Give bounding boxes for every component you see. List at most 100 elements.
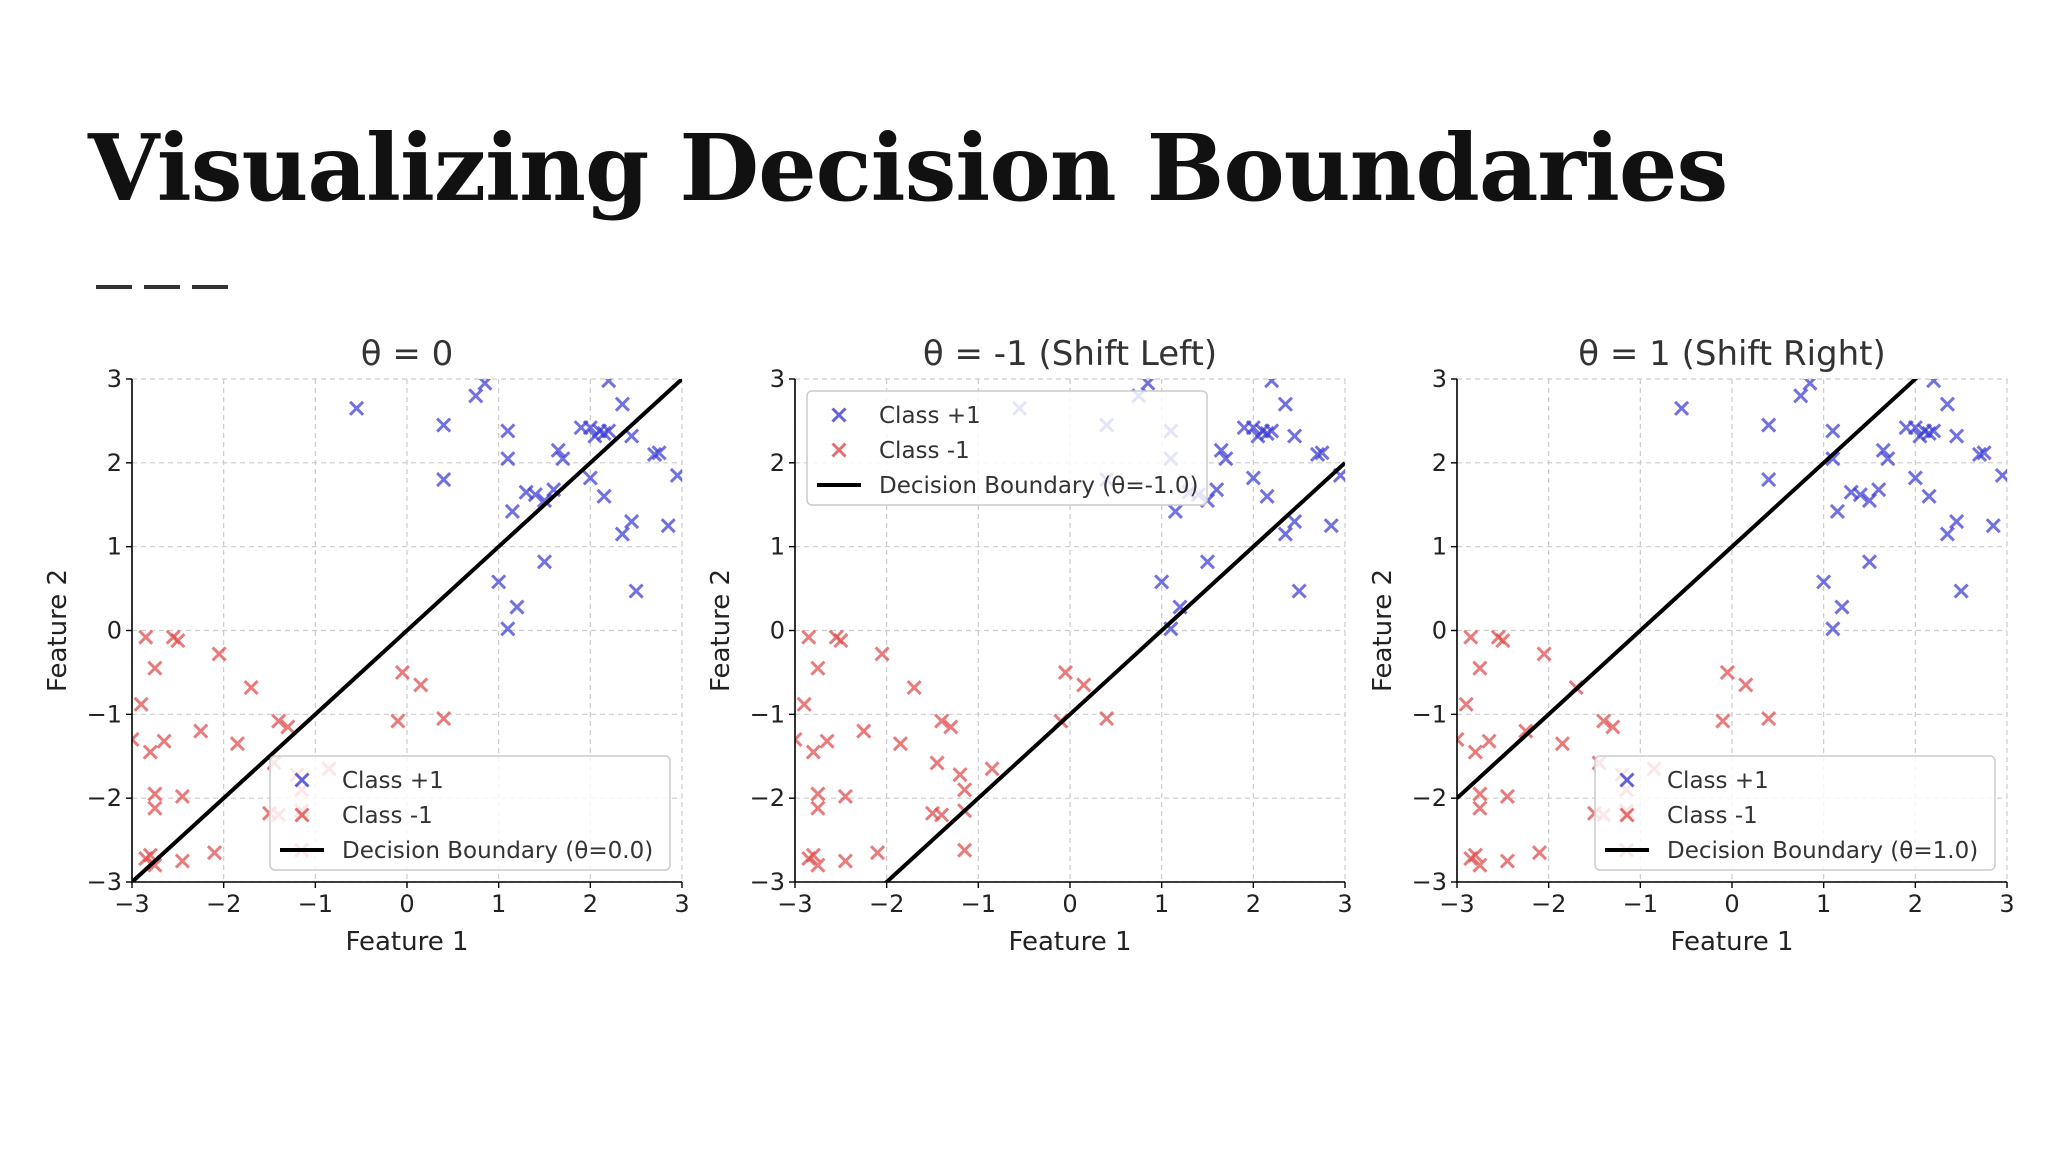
- point-class-neg: [1457, 731, 1465, 748]
- marker-stroke: [1825, 451, 1841, 467]
- marker-stroke: [390, 713, 406, 729]
- marker-stroke: [1939, 396, 1955, 412]
- marker-stroke: [147, 660, 163, 676]
- y-tick-label: 0: [107, 617, 122, 645]
- marker-stroke: [133, 696, 149, 712]
- marker-stroke: [1761, 472, 1777, 488]
- marker-stroke: [856, 723, 872, 739]
- point-class-neg: [147, 800, 163, 816]
- marker-stroke: [1907, 470, 1923, 486]
- legend-label: Class +1: [879, 403, 981, 429]
- point-class-neg: [206, 845, 223, 861]
- point-class-pos: [504, 503, 520, 520]
- marker-stroke: [1472, 857, 1488, 873]
- legend-marker-class-pos: [294, 772, 310, 788]
- x-tick-label: −3: [1439, 890, 1474, 918]
- point-class-pos: [1825, 621, 1841, 637]
- point-class-neg: [1761, 710, 1777, 727]
- marker-stroke: [1994, 468, 2007, 483]
- point-class-pos: [1218, 451, 1234, 467]
- marker-stroke: [229, 736, 245, 752]
- point-class-neg: [1596, 713, 1612, 729]
- marker-stroke: [1457, 731, 1465, 742]
- point-class-pos: [1802, 379, 1818, 391]
- point-class-pos: [614, 396, 630, 412]
- point-class-neg: [1472, 800, 1488, 816]
- point-class-pos: [1793, 388, 1809, 404]
- divider-dash: [144, 285, 180, 289]
- marker-stroke: [1140, 379, 1155, 391]
- marker-stroke: [1472, 786, 1488, 802]
- point-class-pos: [1674, 400, 1690, 416]
- y-tick-label: −2: [750, 784, 785, 812]
- marker-stroke: [1199, 554, 1216, 570]
- marker-stroke: [1825, 423, 1841, 439]
- marker-stroke: [651, 445, 667, 461]
- y-tick-label: 0: [1432, 617, 1447, 645]
- y-tick-label: 3: [1432, 365, 1447, 393]
- marker-stroke: [1921, 488, 1937, 504]
- point-class-neg: [165, 629, 181, 645]
- marker-stroke: [1463, 850, 1479, 867]
- point-class-pos: [1949, 428, 1965, 444]
- marker-stroke: [500, 423, 516, 439]
- marker-stroke: [165, 629, 181, 645]
- point-class-neg: [810, 857, 826, 873]
- x-tick-label: −1: [298, 890, 333, 918]
- point-class-pos: [491, 574, 507, 590]
- legend-marker-class-neg: [294, 807, 310, 823]
- decision-boundary-line: [1457, 379, 1919, 800]
- point-class-neg: [1738, 677, 1754, 693]
- marker-stroke: [1834, 599, 1850, 615]
- point-class-neg: [132, 731, 140, 748]
- marker-stroke: [628, 583, 644, 599]
- point-class-neg: [413, 677, 429, 693]
- marker-stroke: [1738, 677, 1754, 693]
- point-class-neg: [1472, 786, 1488, 802]
- x-tick-label: 2: [1908, 890, 1923, 918]
- point-class-neg: [147, 786, 163, 802]
- marker-stroke: [831, 442, 847, 458]
- marker-stroke: [271, 713, 287, 729]
- point-class-neg: [1554, 736, 1570, 752]
- marker-stroke: [294, 772, 310, 788]
- legend-box: [269, 755, 671, 871]
- marker-stroke: [669, 468, 682, 483]
- point-class-pos: [1949, 513, 1965, 530]
- point-class-neg: [436, 710, 452, 727]
- point-class-pos: [1976, 445, 1992, 461]
- marker-stroke: [819, 733, 835, 749]
- point-class-neg: [271, 713, 287, 729]
- y-tick-label: −2: [87, 784, 122, 812]
- point-class-pos: [1259, 488, 1275, 504]
- marker-stroke: [1875, 442, 1891, 458]
- marker-stroke: [436, 417, 452, 433]
- y-tick-label: 2: [107, 449, 122, 477]
- marker-stroke: [1985, 518, 2001, 534]
- marker-stroke: [132, 731, 140, 742]
- point-class-pos: [669, 467, 682, 483]
- x-tick-label: −1: [961, 890, 996, 918]
- point-class-pos: [1213, 442, 1229, 458]
- point-class-pos: [1939, 526, 1955, 542]
- point-class-neg: [801, 850, 817, 867]
- point-class-pos: [1291, 583, 1307, 599]
- x-tick-label: −1: [1623, 890, 1658, 918]
- marker-stroke: [1314, 445, 1330, 461]
- legend-label: Class -1: [342, 803, 433, 829]
- point-class-pos: [1264, 423, 1280, 439]
- point-class-neg: [1490, 629, 1506, 645]
- x-tick-label: 3: [674, 890, 689, 918]
- marker-stroke: [624, 513, 640, 530]
- point-class-neg: [1605, 719, 1621, 735]
- marker-stroke: [1949, 513, 1965, 530]
- marker-stroke: [1596, 713, 1612, 729]
- marker-stroke: [810, 786, 826, 802]
- legend-label: Class +1: [1667, 768, 1769, 794]
- point-class-pos: [1816, 574, 1832, 590]
- point-class-pos: [1314, 445, 1330, 461]
- marker-stroke: [1287, 428, 1303, 444]
- marker-stroke: [1802, 379, 1817, 391]
- marker-stroke: [957, 842, 973, 858]
